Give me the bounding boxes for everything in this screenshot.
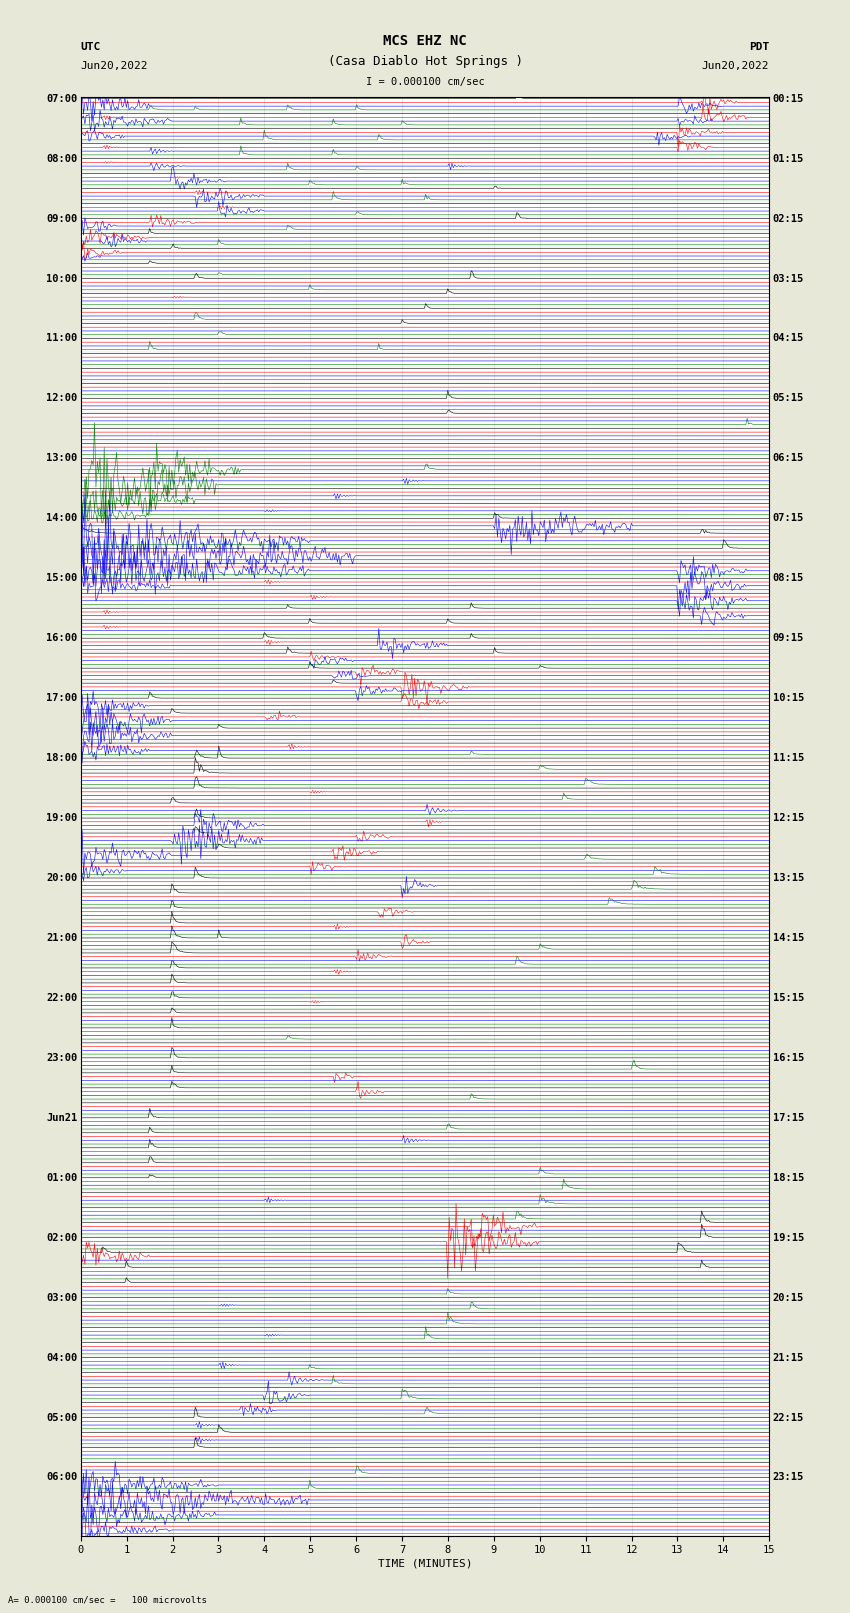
Text: 18:15: 18:15: [773, 1173, 804, 1182]
Text: 05:00: 05:00: [46, 1413, 77, 1423]
Text: 07:15: 07:15: [773, 513, 804, 523]
Text: A= 0.000100 cm/sec =   100 microvolts: A= 0.000100 cm/sec = 100 microvolts: [8, 1595, 207, 1605]
Text: UTC: UTC: [81, 42, 101, 52]
Text: 23:15: 23:15: [773, 1473, 804, 1482]
Text: PDT: PDT: [749, 42, 769, 52]
Text: 15:15: 15:15: [773, 994, 804, 1003]
Text: Jun20,2022: Jun20,2022: [702, 61, 769, 71]
Text: 18:00: 18:00: [46, 753, 77, 763]
Text: 00:15: 00:15: [773, 94, 804, 103]
Text: 16:00: 16:00: [46, 634, 77, 644]
Text: 13:00: 13:00: [46, 453, 77, 463]
Text: MCS EHZ NC: MCS EHZ NC: [383, 34, 467, 48]
Text: 02:00: 02:00: [46, 1232, 77, 1242]
Text: 21:15: 21:15: [773, 1353, 804, 1363]
Text: 22:00: 22:00: [46, 994, 77, 1003]
Text: 05:15: 05:15: [773, 394, 804, 403]
X-axis label: TIME (MINUTES): TIME (MINUTES): [377, 1558, 473, 1568]
Text: 17:00: 17:00: [46, 694, 77, 703]
Text: 12:15: 12:15: [773, 813, 804, 823]
Text: 13:15: 13:15: [773, 873, 804, 882]
Text: Jun20,2022: Jun20,2022: [81, 61, 148, 71]
Text: 01:15: 01:15: [773, 153, 804, 163]
Text: 11:00: 11:00: [46, 334, 77, 344]
Text: 11:15: 11:15: [773, 753, 804, 763]
Text: 10:00: 10:00: [46, 274, 77, 284]
Text: (Casa Diablo Hot Springs ): (Casa Diablo Hot Springs ): [327, 55, 523, 68]
Text: 19:15: 19:15: [773, 1232, 804, 1242]
Text: 09:15: 09:15: [773, 634, 804, 644]
Text: 09:00: 09:00: [46, 213, 77, 224]
Text: 06:15: 06:15: [773, 453, 804, 463]
Text: 21:00: 21:00: [46, 932, 77, 944]
Text: 08:00: 08:00: [46, 153, 77, 163]
Text: 06:00: 06:00: [46, 1473, 77, 1482]
Text: 01:00: 01:00: [46, 1173, 77, 1182]
Text: 20:00: 20:00: [46, 873, 77, 882]
Text: 19:00: 19:00: [46, 813, 77, 823]
Text: 12:00: 12:00: [46, 394, 77, 403]
Text: 14:15: 14:15: [773, 932, 804, 944]
Text: 15:00: 15:00: [46, 573, 77, 584]
Text: 14:00: 14:00: [46, 513, 77, 523]
Text: 10:15: 10:15: [773, 694, 804, 703]
Text: 16:15: 16:15: [773, 1053, 804, 1063]
Text: 17:15: 17:15: [773, 1113, 804, 1123]
Text: 22:15: 22:15: [773, 1413, 804, 1423]
Text: 23:00: 23:00: [46, 1053, 77, 1063]
Text: Jun21: Jun21: [46, 1113, 77, 1123]
Text: 04:00: 04:00: [46, 1353, 77, 1363]
Text: 20:15: 20:15: [773, 1292, 804, 1303]
Text: 07:00: 07:00: [46, 94, 77, 103]
Text: 08:15: 08:15: [773, 573, 804, 584]
Text: 03:15: 03:15: [773, 274, 804, 284]
Text: 04:15: 04:15: [773, 334, 804, 344]
Text: 02:15: 02:15: [773, 213, 804, 224]
Text: I = 0.000100 cm/sec: I = 0.000100 cm/sec: [366, 77, 484, 87]
Text: 03:00: 03:00: [46, 1292, 77, 1303]
